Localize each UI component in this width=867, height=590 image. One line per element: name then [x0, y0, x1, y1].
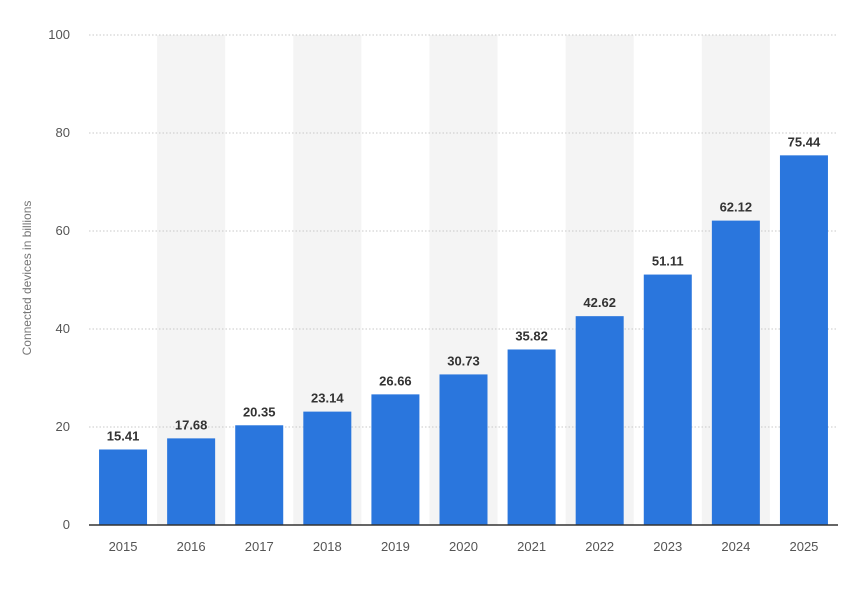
bar [167, 438, 216, 525]
x-tick-label: 2021 [517, 539, 546, 554]
value-labels: 15.41 17.68 20.35 23.14 26.66 30.73 35.82 42.62… [107, 134, 821, 443]
bar [711, 220, 760, 525]
x-tick-label: 2017 [245, 539, 274, 554]
bar [779, 155, 828, 525]
x-tick-label: 2019 [381, 539, 410, 554]
y-tick-label: 80 [56, 125, 70, 140]
y-tick-label: 20 [56, 419, 70, 434]
bar [643, 274, 692, 525]
x-tick-label: 2015 [109, 539, 138, 554]
data-label: 35.82 [515, 328, 548, 343]
data-label: 75.44 [788, 134, 821, 149]
bar [439, 374, 488, 525]
x-tick-label: 2016 [177, 539, 206, 554]
data-label: 20.35 [243, 404, 276, 419]
y-axis-ticks: 0 20 40 60 80 100 [48, 27, 70, 532]
data-label: 15.41 [107, 428, 140, 443]
bar [371, 394, 420, 525]
data-label: 23.14 [311, 391, 344, 406]
x-tick-label: 2020 [449, 539, 478, 554]
data-label: 26.66 [379, 373, 412, 388]
y-axis-label: Connected devices in billions [20, 201, 34, 356]
bar [575, 316, 624, 525]
bar [235, 425, 284, 525]
bar [507, 349, 556, 525]
bars [99, 155, 828, 525]
y-tick-label: 100 [48, 27, 70, 42]
x-tick-label: 2018 [313, 539, 342, 554]
y-tick-label: 60 [56, 223, 70, 238]
x-tick-label: 2022 [585, 539, 614, 554]
x-tick-label: 2023 [653, 539, 682, 554]
bar [99, 449, 148, 525]
y-tick-label: 40 [56, 321, 70, 336]
x-tick-label: 2025 [789, 539, 818, 554]
data-label: 51.11 [652, 254, 684, 269]
data-label: 42.62 [583, 295, 616, 310]
bar [303, 411, 352, 525]
data-label: 17.68 [175, 417, 208, 432]
data-label: 62.12 [720, 200, 753, 215]
x-axis-ticks: 2015 2016 2017 2018 2019 2020 2021 2022 2023 2024… [109, 539, 819, 554]
y-tick-label: 0 [63, 517, 70, 532]
data-label: 30.73 [447, 353, 480, 368]
x-tick-label: 2024 [721, 539, 750, 554]
